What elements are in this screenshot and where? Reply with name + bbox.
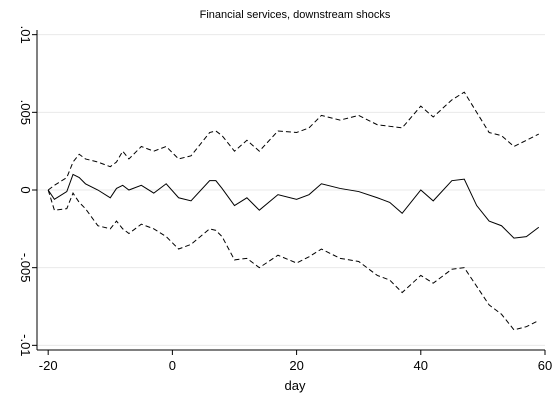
y-tick-label: .005 <box>18 100 33 125</box>
data-line <box>47 91 540 191</box>
x-tick-label: -20 <box>39 358 58 373</box>
x-tick-label: 20 <box>289 358 303 373</box>
x-tick-label: 40 <box>414 358 428 373</box>
x-tick-label: 60 <box>538 358 552 373</box>
data-line <box>47 173 540 239</box>
chart-title: Financial services, downstream shocks <box>200 9 391 21</box>
data-line <box>47 189 540 331</box>
x-tick-label: 0 <box>169 358 176 373</box>
y-tick-label: -.005 <box>18 253 33 283</box>
y-tick-label: 0 <box>18 186 33 193</box>
x-axis-label: day <box>285 378 306 393</box>
y-tick-label: .01 <box>18 26 33 44</box>
y-tick-label: -.01 <box>18 334 33 356</box>
